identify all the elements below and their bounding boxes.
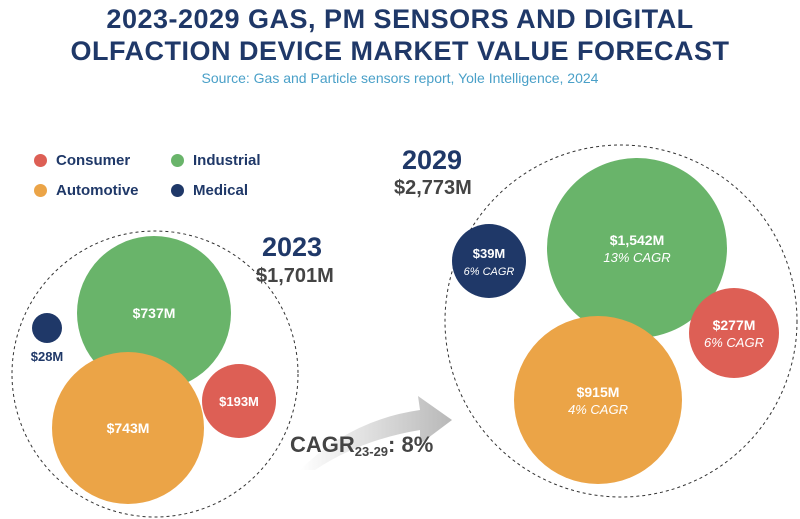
legend-label-automotive: Automotive [56, 182, 139, 199]
bubble-automotive-2029 [514, 316, 682, 484]
bubble-consumer-2023 [202, 364, 276, 438]
value-label-automotive-2023: $743M [107, 420, 150, 436]
legend-dot-industrial [171, 154, 184, 167]
group-2029-outline [444, 144, 798, 498]
bubble-consumer-2029 [689, 288, 779, 378]
bubble-automotive-2023 [52, 352, 204, 504]
cagr-value: : 8% [388, 432, 434, 457]
value-label-medical-2029: $39M [473, 246, 506, 261]
legend-dot-medical [171, 184, 184, 197]
year-2023-label: 2023 [262, 232, 323, 262]
value-label-industrial-2029: $1,542M [610, 232, 664, 248]
cagr-label-consumer-2029: 6% CAGR [704, 335, 764, 350]
legend-dot-consumer [34, 154, 47, 167]
year-2029-label: 2029 [402, 145, 463, 175]
source-note: Source: Gas and Particle sensors report,… [201, 70, 599, 86]
bubble-medical-2023 [32, 313, 62, 343]
legend-automotive: Automotive [34, 182, 139, 199]
bubble-industrial-2023 [77, 236, 231, 390]
value-label-industrial-2023: $737M [133, 305, 176, 321]
growth-arrow [300, 396, 452, 470]
value-label-medical-2023: $28M [31, 349, 64, 364]
legend-label-medical: Medical [193, 182, 249, 199]
value-label-automotive-2029: $915M [577, 384, 620, 400]
legend-industrial: Industrial [171, 152, 261, 169]
bubble-industrial-2029 [547, 158, 727, 338]
legend-medical: Medical [171, 182, 248, 199]
cagr-main: CAGR [290, 432, 355, 457]
total-2023: $1,701M [256, 265, 334, 287]
title-line-2: OLFACTION DEVICE MARKET VALUE FORECAST [70, 36, 730, 66]
total-2029: $2,773M [394, 177, 472, 199]
cagr-label-industrial-2029: 13% CAGR [603, 250, 670, 265]
bubble-medical-2029 [452, 224, 526, 298]
cagr-label-medical-2029: 6% CAGR [464, 266, 515, 278]
legend-label-consumer: Consumer [56, 152, 131, 169]
cagr-period: 23-29 [354, 444, 389, 459]
title-line-1: 2023-2029 GAS, PM SENSORS AND DIGITAL [106, 4, 694, 34]
value-label-consumer-2023: $193M [219, 394, 259, 409]
overall-cagr: CAGR23-29: 8% [290, 432, 433, 459]
legend-dot-automotive [34, 184, 47, 197]
value-label-consumer-2029: $277M [713, 317, 756, 333]
legend-label-industrial: Industrial [193, 152, 261, 169]
cagr-label-automotive-2029: 4% CAGR [568, 402, 628, 417]
legend-consumer: Consumer [34, 152, 130, 169]
group-2023-outline [11, 230, 299, 518]
